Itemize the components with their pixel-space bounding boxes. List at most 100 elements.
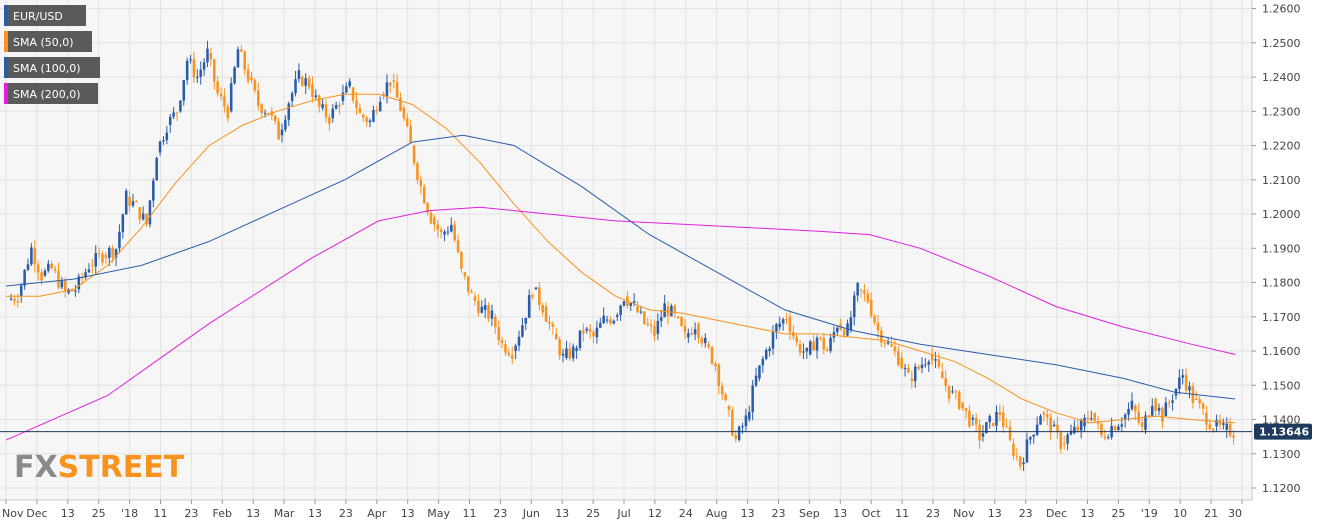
- candle-body: [280, 129, 284, 136]
- candle-body: [602, 315, 605, 324]
- x-tick-label: 25: [92, 507, 106, 520]
- candle-body: [63, 280, 67, 292]
- candle-body: [1005, 426, 1008, 428]
- candle-body: [1157, 407, 1161, 411]
- candle-body: [599, 323, 602, 328]
- candle-body: [514, 345, 517, 352]
- candle-body: [825, 349, 829, 352]
- candle-body: [561, 353, 565, 356]
- candle-body: [771, 331, 775, 349]
- candle-body: [246, 69, 250, 82]
- candle-body: [121, 214, 125, 232]
- x-tick-label: 13: [401, 507, 415, 520]
- candle-body: [1161, 407, 1164, 422]
- candle-body: [724, 394, 727, 401]
- candle-body: [497, 327, 500, 341]
- candle-body: [670, 305, 673, 317]
- candle-body: [175, 112, 179, 114]
- candle-body: [67, 289, 70, 293]
- candle-body: [395, 81, 399, 98]
- price-tag: [1254, 423, 1312, 440]
- candle-body: [1208, 424, 1212, 429]
- candle-body: [1049, 417, 1052, 433]
- candle-body: [636, 306, 639, 313]
- candle-body: [917, 366, 920, 369]
- candle-body: [372, 109, 375, 122]
- legend: EUR/USD SMA (50,0) SMA (100,0) SMA (200,0): [4, 5, 100, 104]
- x-tick-label: 23: [339, 507, 353, 520]
- sma-line: [5, 134, 1236, 400]
- current-price: 1.13646: [0, 423, 1312, 440]
- candle-body: [375, 109, 379, 112]
- legend-swatch: [4, 31, 8, 52]
- candle-body: [1039, 415, 1042, 425]
- candle-body: [639, 311, 643, 313]
- candle-body: [1032, 434, 1036, 437]
- candle-body: [36, 264, 40, 273]
- candle-body: [470, 291, 473, 293]
- candle-body: [233, 67, 236, 84]
- legend-box: [4, 57, 100, 78]
- candle-body: [714, 363, 717, 367]
- candle-body: [531, 295, 534, 297]
- candle-body: [1134, 405, 1137, 412]
- candle-body: [1188, 386, 1191, 391]
- candle-body: [822, 337, 826, 350]
- candle-body: [575, 348, 578, 352]
- candle-body: [988, 416, 991, 423]
- candle-body: [998, 411, 1002, 415]
- candle-body: [456, 240, 460, 252]
- candle-body: [1164, 402, 1168, 417]
- candle-body: [314, 95, 318, 98]
- candle-body: [1123, 414, 1127, 420]
- candle-body: [981, 433, 985, 437]
- candle-body: [439, 229, 443, 232]
- candle-body: [91, 265, 94, 267]
- candle-body: [284, 119, 287, 130]
- candle-body: [182, 80, 186, 101]
- y-tick-label: 1.1900: [1262, 242, 1301, 255]
- candle-body: [1025, 439, 1029, 463]
- candle-body: [768, 348, 771, 352]
- candle-body: [697, 323, 700, 339]
- candle-body: [196, 77, 199, 79]
- y-tick-label: 1.2100: [1262, 174, 1301, 187]
- x-tick-label: Feb: [213, 507, 232, 520]
- x-tick-label: Mar: [274, 507, 295, 520]
- x-tick-label: 13: [61, 507, 75, 520]
- candle-body: [849, 317, 853, 331]
- candle-body: [812, 341, 815, 351]
- x-tick-label: 13: [1081, 507, 1095, 520]
- x-tick-label: Apr: [367, 507, 387, 520]
- candle-body: [453, 224, 456, 241]
- candle-body: [172, 112, 175, 117]
- candle-body: [206, 48, 209, 63]
- x-tick-label: 11: [895, 507, 909, 520]
- candle-body: [338, 105, 341, 107]
- candle-body: [964, 407, 968, 411]
- candle-body: [301, 77, 304, 86]
- candle-body: [1022, 462, 1025, 465]
- candle-body: [808, 341, 812, 355]
- candle-body: [937, 359, 941, 367]
- candle-body: [558, 339, 561, 356]
- x-tick-label: 13: [308, 507, 322, 520]
- candle-body: [290, 93, 294, 102]
- candle-body: [727, 405, 731, 410]
- candle-body: [1083, 417, 1086, 427]
- x-tick-label: 21: [1204, 507, 1218, 520]
- candle-body: [1195, 398, 1198, 400]
- candle-body: [1222, 423, 1225, 425]
- sma-line: [6, 93, 1236, 424]
- candle-body: [70, 289, 74, 292]
- y-tick-label: 1.2200: [1262, 140, 1301, 153]
- y-tick-label: 1.2000: [1262, 208, 1301, 221]
- candle-body: [1137, 411, 1140, 423]
- candle-body: [450, 224, 453, 232]
- x-tick-label: 13: [741, 507, 755, 520]
- candle-body: [893, 346, 897, 352]
- candle-body: [355, 100, 358, 108]
- y-tick-label: 1.1200: [1262, 482, 1301, 495]
- y-tick-label: 1.1500: [1262, 379, 1301, 392]
- candle-body: [1201, 403, 1205, 409]
